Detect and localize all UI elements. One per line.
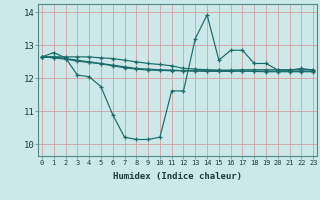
X-axis label: Humidex (Indice chaleur): Humidex (Indice chaleur)	[113, 172, 242, 181]
